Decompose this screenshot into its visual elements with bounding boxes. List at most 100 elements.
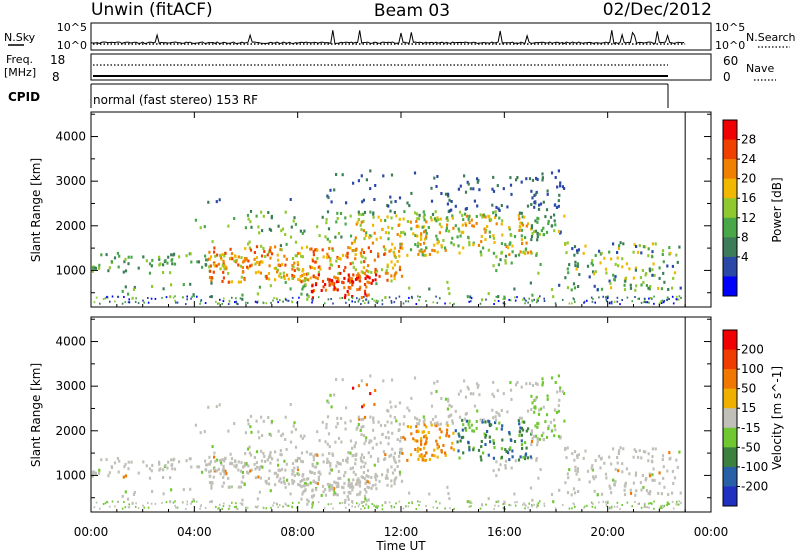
velocity-cell [302, 490, 305, 494]
power-cell [291, 301, 294, 304]
velocity-cell [335, 485, 338, 489]
velocity-cell [446, 485, 449, 489]
velocity-cell [390, 405, 393, 409]
power-cell [492, 175, 495, 179]
power-cell [676, 260, 679, 264]
velocity-cell [369, 392, 372, 396]
power-cell [476, 204, 479, 208]
velocity-cell [628, 472, 631, 476]
power-cell [524, 302, 526, 305]
velocity-cell [352, 478, 355, 482]
velocity-cell [526, 456, 529, 460]
colorbar-swatch [723, 388, 737, 409]
velocity-cell [334, 492, 337, 496]
power-cell [542, 226, 545, 230]
power-cell [518, 217, 521, 221]
velocity-cell [343, 481, 346, 485]
power-cell [98, 263, 101, 267]
velocity-cell [374, 472, 377, 476]
power-cell [553, 213, 556, 217]
velocity-cell [124, 506, 127, 509]
velocity-cell [643, 506, 645, 508]
velocity-cell [379, 441, 382, 445]
velocity-cell [425, 436, 428, 440]
velocity-cell [637, 502, 639, 505]
power-cell [451, 214, 454, 218]
velocity-cell [495, 460, 498, 464]
velocity-cell [438, 436, 441, 440]
velocity-cell [311, 494, 314, 498]
y-tick-label: 3000 [55, 174, 86, 188]
power-cell [370, 281, 373, 285]
power-cell [433, 217, 436, 221]
power-cell [446, 223, 449, 227]
power-cell [409, 220, 412, 224]
velocity-cell [390, 378, 394, 382]
power-cell [285, 298, 287, 301]
velocity-cell [218, 403, 221, 407]
power-cell [347, 273, 350, 277]
power-cell [395, 271, 398, 275]
power-cell [326, 237, 329, 241]
power-cell [550, 288, 554, 291]
power-cell [190, 260, 193, 264]
velocity-cell [479, 418, 482, 422]
power-cell [541, 172, 544, 176]
velocity-cell [360, 475, 363, 479]
velocity-cell [272, 504, 274, 507]
power-cell [219, 255, 223, 259]
velocity-cell [565, 456, 568, 460]
power-cell [373, 198, 376, 201]
velocity-cell [360, 433, 363, 437]
power-cell [420, 250, 423, 253]
velocity-cell [283, 480, 286, 483]
power-cell [256, 292, 259, 296]
power-cell [480, 253, 483, 257]
power-cell [513, 235, 517, 238]
power-cell [239, 280, 242, 284]
power-cell [523, 215, 526, 219]
power-cell [536, 231, 539, 235]
power-cell [625, 262, 628, 266]
velocity-cell [458, 456, 461, 460]
velocity-cell [290, 430, 293, 434]
power-cell [484, 230, 487, 234]
power-cell [535, 253, 538, 257]
velocity-cell [505, 450, 508, 453]
velocity-cell [423, 454, 426, 458]
power-cell [292, 274, 295, 278]
velocity-cell [357, 477, 360, 481]
power-cell [337, 231, 341, 235]
power-cell [410, 227, 413, 231]
power-cell [418, 249, 421, 253]
velocity-cell [123, 501, 125, 503]
power-cell [335, 220, 338, 224]
power-cell [420, 248, 423, 252]
power-cell [605, 298, 608, 301]
velocity-cell [561, 390, 564, 394]
power-cell [649, 285, 652, 288]
power-cell [377, 300, 379, 303]
velocity-cell [359, 428, 362, 432]
velocity-cell [522, 455, 525, 459]
power-cell [314, 248, 317, 252]
power-cell [381, 303, 384, 306]
velocity-cell [531, 505, 534, 508]
cpid-value: normal (fast stereo) 153 RF [93, 93, 258, 107]
power-cell [390, 200, 393, 204]
velocity-cell [279, 477, 282, 481]
power-cell [225, 267, 228, 271]
power-cell [269, 228, 273, 232]
velocity-cell [285, 462, 288, 466]
power-cell [373, 299, 375, 302]
power-cell [660, 302, 663, 304]
velocity-cell [660, 505, 662, 508]
freq-tick-bottom: 8 [52, 70, 60, 84]
velocity-cell [351, 446, 354, 450]
power-cell [221, 253, 224, 256]
velocity-cell [148, 467, 152, 471]
velocity-cell [193, 500, 195, 503]
velocity-cell [229, 452, 232, 456]
power-cell [294, 254, 297, 258]
power-cell [489, 235, 492, 239]
